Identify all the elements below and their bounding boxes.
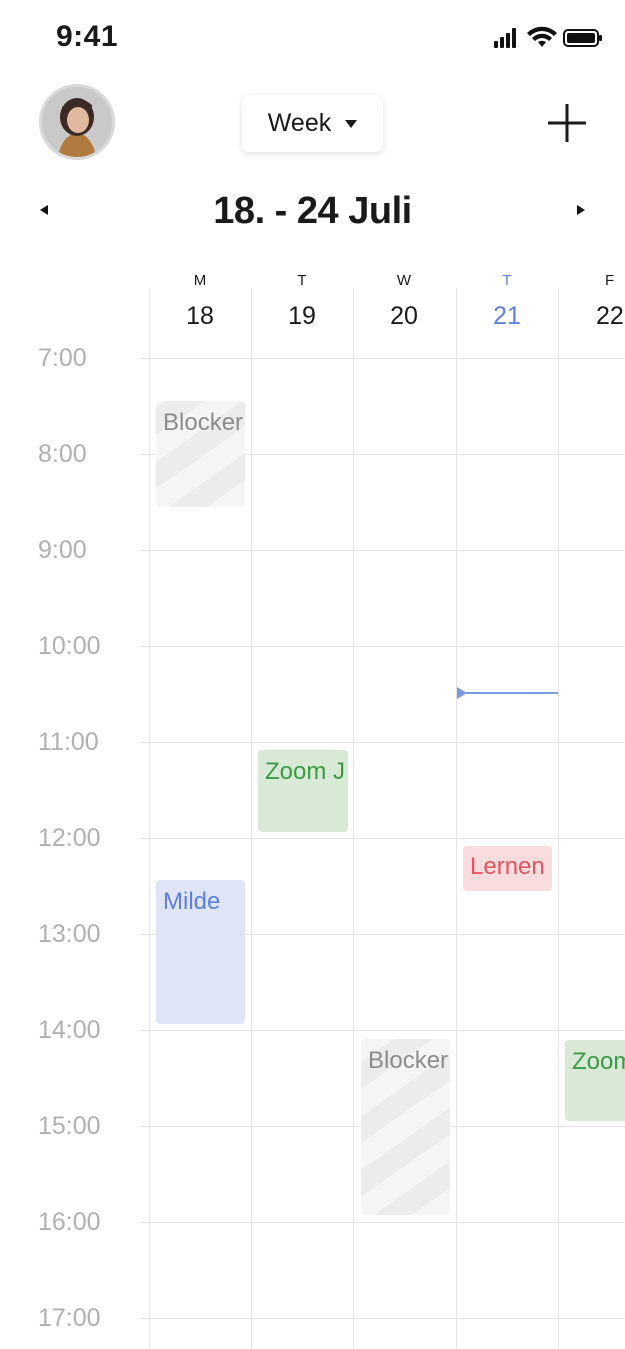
day-header-wed[interactable]: W 20 xyxy=(353,272,455,331)
status-time: 9:41 xyxy=(56,20,119,53)
time-label: 14:00 xyxy=(38,1016,101,1044)
event-title: Blocker xyxy=(163,409,244,436)
event-title: Zoom J xyxy=(265,758,346,785)
view-selector-label: Week xyxy=(267,109,332,137)
event-title: Milde xyxy=(163,888,221,915)
hour-line xyxy=(140,838,625,839)
event-lernen[interactable]: Lernen xyxy=(463,846,552,891)
view-selector[interactable]: Week xyxy=(242,95,383,152)
day-letter: F xyxy=(605,272,615,289)
day-header-fri[interactable]: F 22 xyxy=(558,272,625,331)
column-divider xyxy=(456,288,457,1349)
add-event-button[interactable] xyxy=(546,102,588,144)
hour-line xyxy=(140,550,625,551)
event-blocker[interactable]: Blocker xyxy=(361,1039,450,1215)
avatar[interactable] xyxy=(39,84,115,160)
time-label: 16:00 xyxy=(38,1208,101,1236)
day-number: 19 xyxy=(288,302,316,330)
time-label: 12:00 xyxy=(38,824,101,852)
hour-line xyxy=(140,358,625,359)
event-blocker[interactable]: Blocker xyxy=(156,401,245,507)
day-header-thu-today[interactable]: T 21 xyxy=(456,272,558,331)
time-label: 15:00 xyxy=(38,1112,101,1140)
hour-line xyxy=(140,1030,625,1031)
day-letter: T xyxy=(297,272,307,289)
hour-line xyxy=(140,742,625,743)
day-number: 21 xyxy=(493,302,521,330)
hour-line xyxy=(140,454,625,455)
plus-icon xyxy=(548,104,586,142)
day-header-mon[interactable]: M 18 xyxy=(149,272,251,331)
time-label: 11:00 xyxy=(38,728,99,756)
status-icons xyxy=(494,26,602,48)
current-time-line xyxy=(458,692,558,694)
day-number: 22 xyxy=(596,302,624,330)
hour-line xyxy=(140,646,625,647)
battery-icon xyxy=(563,29,602,47)
avatar-image xyxy=(42,87,112,157)
day-letter: M xyxy=(193,272,207,289)
time-label: 17:00 xyxy=(38,1304,101,1332)
next-week-button[interactable] xyxy=(572,200,590,220)
day-number: 18 xyxy=(186,302,214,330)
event-zoom[interactable]: Zoom J xyxy=(258,750,348,832)
triangle-right-icon xyxy=(577,205,585,215)
hour-line xyxy=(140,934,625,935)
signal-icon xyxy=(494,28,516,48)
column-divider xyxy=(353,288,354,1349)
time-label: 8:00 xyxy=(38,440,87,468)
prev-week-button[interactable] xyxy=(36,200,54,220)
column-divider xyxy=(149,288,150,1349)
day-header-tue[interactable]: T 19 xyxy=(251,272,353,331)
day-number: 20 xyxy=(390,302,418,330)
time-label: 10:00 xyxy=(38,632,101,660)
time-label: 13:00 xyxy=(38,920,101,948)
event-title: Lernen xyxy=(470,853,545,880)
time-label: 7:00 xyxy=(38,344,87,372)
hour-line xyxy=(140,1222,625,1223)
week-title: 18. - 24 Juli xyxy=(213,190,412,232)
day-letter: T xyxy=(502,272,512,289)
day-letter: W xyxy=(396,272,412,289)
event-title: Zoom xyxy=(572,1048,625,1075)
event-title: Blocker xyxy=(368,1047,449,1074)
event-milde[interactable]: Milde xyxy=(156,880,245,1024)
triangle-left-icon xyxy=(40,205,48,215)
column-divider xyxy=(558,288,559,1349)
event-zoom[interactable]: Zoom xyxy=(565,1040,625,1121)
wifi-icon xyxy=(527,26,557,47)
time-label: 9:00 xyxy=(38,536,87,564)
caret-down-icon xyxy=(345,119,358,128)
column-divider xyxy=(251,288,252,1349)
hour-line xyxy=(140,1318,625,1319)
